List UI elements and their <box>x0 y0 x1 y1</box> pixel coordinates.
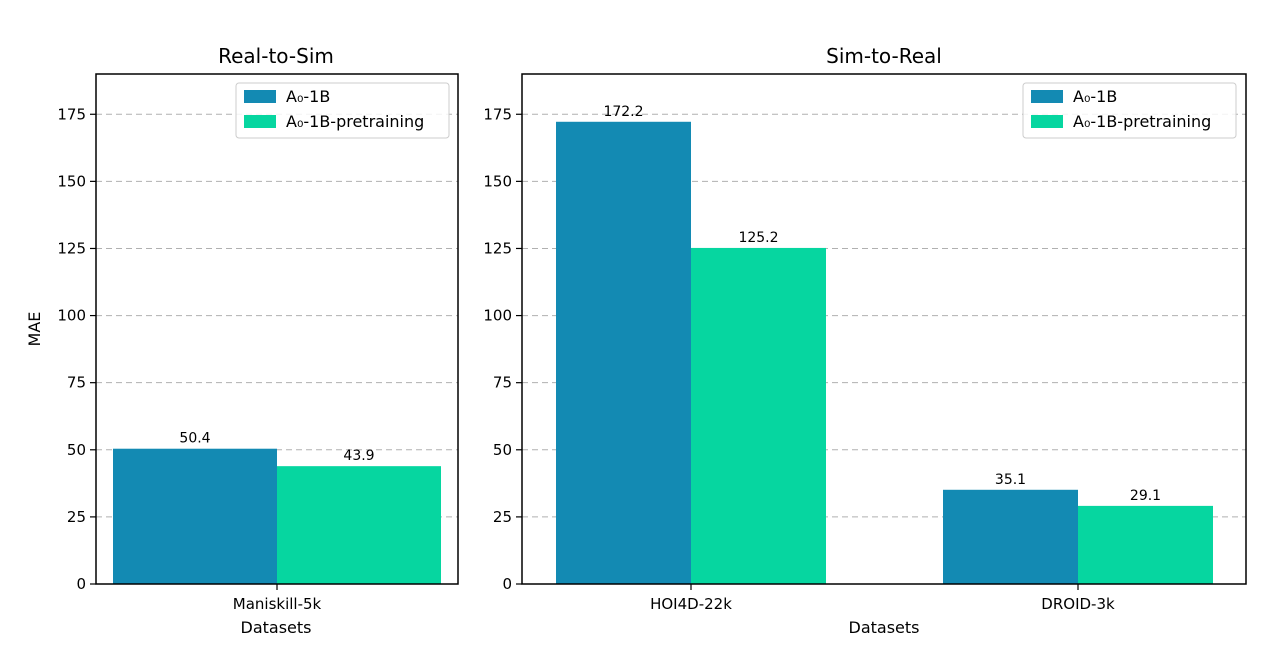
bar-value-label: 35.1 <box>995 472 1026 488</box>
legend-entry-label: A₀-1B <box>1073 87 1117 106</box>
legend-entry-label: A₀-1B <box>286 87 330 106</box>
y-tick-label: 0 <box>76 575 86 593</box>
bar-value-label: 172.2 <box>603 104 643 120</box>
y-tick-label: 100 <box>483 307 512 325</box>
y-tick-label: 75 <box>493 374 512 392</box>
bar-a0-1b <box>113 448 277 584</box>
legend: A₀-1B A₀-1B-pretraining <box>1022 82 1237 139</box>
y-tick-label: 175 <box>57 105 86 123</box>
bar-a0-1b-pretraining <box>1078 505 1213 584</box>
real-to-sim-panel: Real-to-Sim MAE Datasets 50.4 43.9 0 25 50 7… <box>25 44 459 637</box>
bar-a0-1b-pretraining <box>691 247 826 585</box>
bar-value-label: 50.4 <box>179 431 210 447</box>
y-tick-label: 150 <box>483 172 512 190</box>
y-tick-label: 25 <box>67 508 86 526</box>
y-tick-label: 100 <box>57 307 86 325</box>
y-tick-label: 25 <box>493 508 512 526</box>
plot-frame <box>521 73 1247 585</box>
y-tick-label: 75 <box>67 374 86 392</box>
legend-box <box>235 82 450 139</box>
y-tick-label: 125 <box>483 239 512 257</box>
legend-swatch <box>244 115 276 128</box>
x-axis-label: Datasets <box>241 618 312 637</box>
legend-swatch <box>1031 115 1063 128</box>
legend-entry-label: A₀-1B-pretraining <box>1073 112 1211 131</box>
legend: A₀-1B A₀-1B-pretraining <box>235 82 450 139</box>
y-axis-label: MAE <box>25 312 44 347</box>
plot-frame <box>95 73 459 585</box>
x-tick-label: DROID-3k <box>1041 595 1115 613</box>
bar-a0-1b-pretraining <box>277 466 441 584</box>
y-tick-label: 150 <box>57 172 86 190</box>
y-tick-label: 175 <box>483 105 512 123</box>
sim-to-real-panel: Sim-to-Real Datasets 172.2125.235.129.1 … <box>483 44 1247 637</box>
legend-entry-label: A₀-1B-pretraining <box>286 112 424 131</box>
bar-value-label: 125.2 <box>738 230 778 246</box>
y-tick-label: 0 <box>502 575 512 593</box>
x-tick-label: Maniskill-5k <box>233 595 322 613</box>
panel-title: Real-to-Sim <box>218 44 334 68</box>
y-tick-label: 125 <box>57 239 86 257</box>
legend-swatch <box>1031 90 1063 103</box>
y-tick-label: 50 <box>493 441 512 459</box>
bar-a0-1b <box>943 489 1078 584</box>
bar-value-label: 29.1 <box>1130 488 1161 504</box>
legend-box <box>1022 82 1237 139</box>
y-tick-label: 50 <box>67 441 86 459</box>
legend-swatch <box>244 90 276 103</box>
bar-value-label: 43.9 <box>343 448 374 464</box>
bar-a0-1b <box>556 121 691 585</box>
panel-title: Sim-to-Real <box>826 44 942 68</box>
x-axis-label: Datasets <box>849 618 920 637</box>
x-tick-label: HOI4D-22k <box>650 595 732 613</box>
